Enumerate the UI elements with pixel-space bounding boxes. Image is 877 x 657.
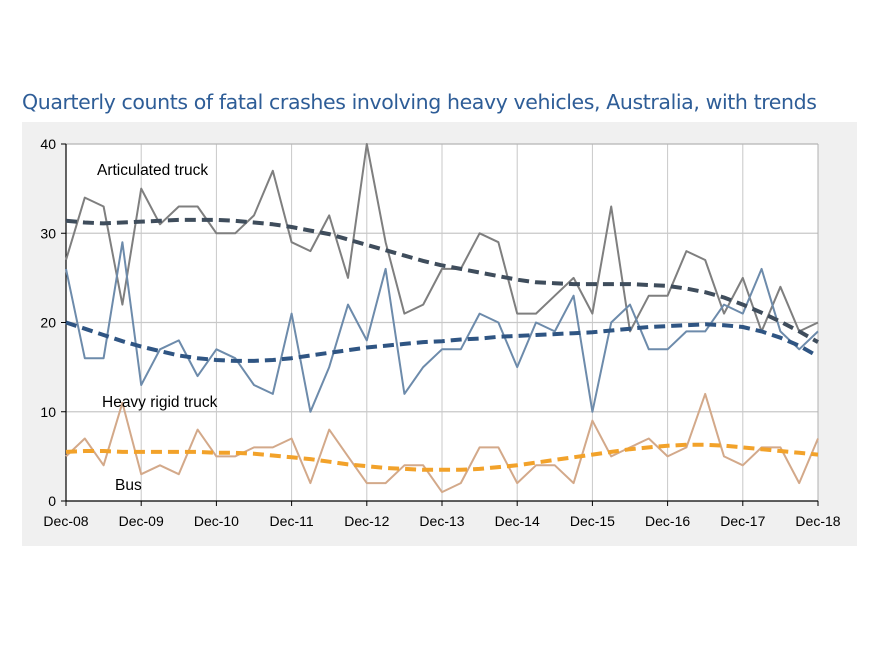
- x-tick-label: Dec-08: [43, 513, 88, 529]
- series-bus-trend: [65, 442, 819, 472]
- series-heavy-rigid-truck: [65, 241, 819, 413]
- y-tick-label: 40: [40, 136, 56, 152]
- x-tick-label: Dec-12: [344, 513, 389, 529]
- series-group: [65, 143, 819, 494]
- x-tick-label: Dec-14: [495, 513, 540, 529]
- x-tick-label: Dec-09: [119, 513, 164, 529]
- x-tick-label: Dec-17: [720, 513, 765, 529]
- x-tick-label: Dec-15: [570, 513, 615, 529]
- x-tick-label: Dec-18: [795, 513, 840, 529]
- trend-line: [65, 320, 819, 363]
- label-articulated-truck: Articulated truck: [97, 162, 208, 179]
- x-tick-label: Dec-13: [419, 513, 464, 529]
- x-tick-label: Dec-16: [645, 513, 690, 529]
- trend-line: [65, 442, 819, 472]
- series-labels: Articulated truck Heavy rigid truck Bus: [97, 162, 218, 494]
- x-tick-label: Dec-11: [270, 513, 314, 529]
- y-tick-label: 0: [48, 493, 56, 509]
- chart-title: Quarterly counts of fatal crashes involv…: [22, 90, 817, 114]
- series-heavy-rigid-truck-trend: [65, 320, 819, 363]
- series-bus: [65, 392, 819, 494]
- data-line: [65, 143, 819, 333]
- label-bus: Bus: [115, 477, 142, 494]
- y-tick-label: 10: [40, 404, 56, 420]
- label-heavy-rigid-truck: Heavy rigid truck: [102, 394, 218, 411]
- series-articulated-truck-trend: [65, 217, 819, 344]
- x-tick-label: Dec-10: [194, 513, 239, 529]
- series-articulated-truck: [65, 143, 819, 333]
- data-line: [65, 241, 819, 413]
- data-line: [65, 392, 819, 494]
- axes: 0 10 20 30 40 Dec-08 Dec-09 Dec-10 Dec-11 Dec-12 D…: [40, 136, 840, 529]
- y-tick-label: 20: [40, 315, 56, 331]
- trend-line: [65, 217, 819, 344]
- y-tick-label: 30: [40, 225, 56, 241]
